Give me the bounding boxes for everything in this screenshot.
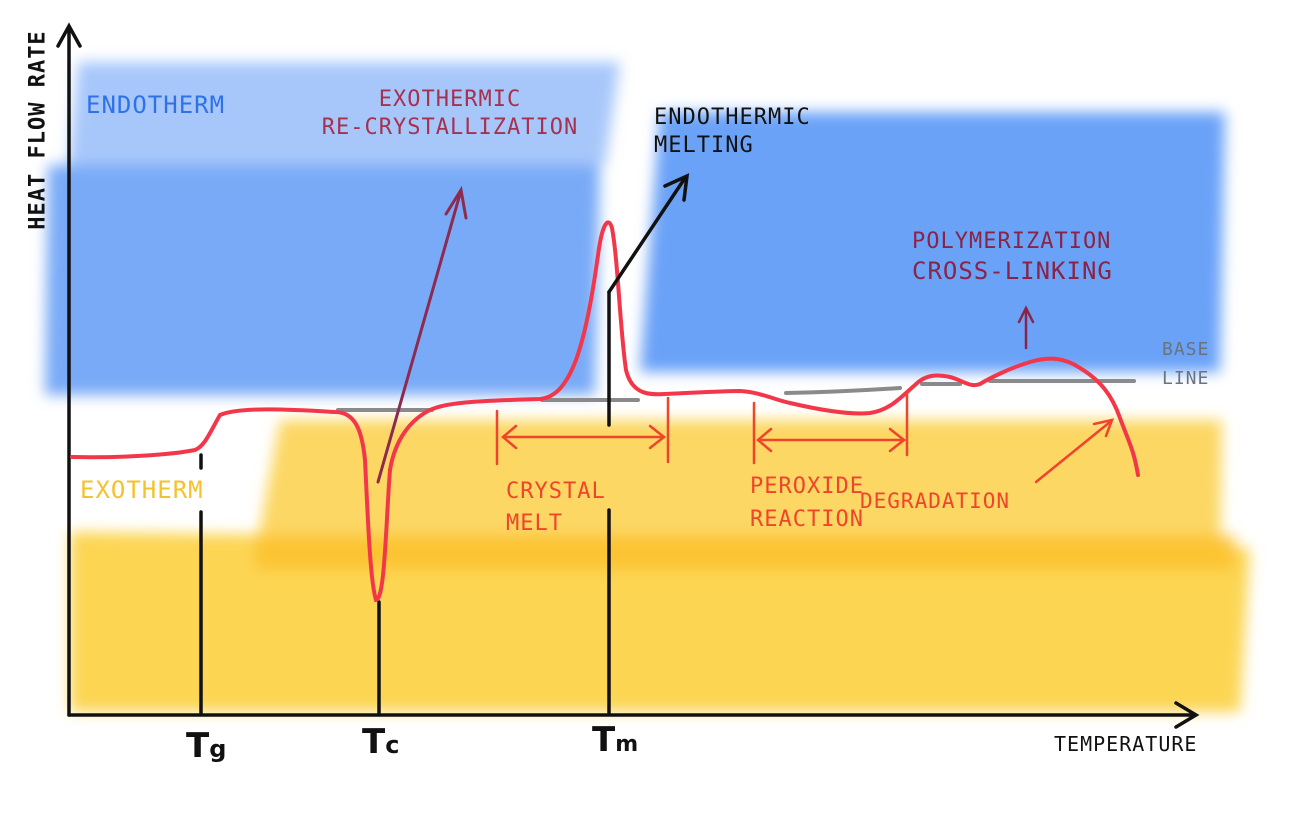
tick-tm-sub: m: [615, 732, 639, 757]
endotherm-label: ENDOTHERM: [86, 91, 226, 119]
tick-tg-main: T: [186, 726, 210, 766]
peroxide-line1: PEROXIDE: [750, 474, 864, 499]
crosslinking-line1: POLYMERIZATION: [912, 229, 1112, 254]
recrystallization-annotation: EXOTHERMIC RE-CRYSTALLIZATION: [300, 86, 600, 141]
crosslinking-line2: CROSS-LINKING: [912, 256, 1113, 285]
baseline-line2: LINE: [1162, 367, 1210, 389]
melting-line2: MELTING: [654, 132, 754, 158]
baseline-line1: BASE: [1162, 339, 1210, 360]
crosslinking-annotation: POLYMERIZATION CROSS-LINKING: [912, 228, 1113, 286]
exotherm-label: EXOTHERM: [80, 476, 204, 504]
degradation-arrow-icon: [1034, 418, 1114, 484]
y-axis-label: HEAT FLOW RATE: [25, 30, 51, 230]
tick-tc-main: T: [362, 722, 386, 762]
axes: [56, 22, 1200, 729]
crosslinking-arrow-icon: [1017, 305, 1035, 350]
exotherm-region: [70, 420, 1250, 712]
peroxide-reaction-range: [752, 391, 909, 465]
melting-line1: ENDOTHERMIC: [654, 105, 811, 130]
peroxide-line2: REACTION: [750, 507, 864, 532]
tick-tg-sub: g: [209, 735, 227, 763]
recrystallization-arrow-icon: [376, 185, 468, 484]
tick-label-tc: Tc: [362, 722, 399, 762]
tick-lines: [199, 290, 611, 715]
endotherm-region: [45, 62, 1225, 395]
crystal-melt-annotation: CRYSTAL MELT: [506, 476, 606, 540]
melting-annotation: ENDOTHERMIC MELTING: [654, 104, 811, 159]
melting-arrow-icon: [607, 173, 690, 294]
recrystallization-line1: EXOTHERMIC: [378, 87, 522, 112]
baseline-segments: [336, 379, 1136, 412]
crystal-melt-line2: MELT: [506, 510, 563, 536]
peroxide-annotation: PEROXIDE REACTION: [750, 470, 864, 536]
crystal-melt-range: [495, 396, 670, 466]
dsc-curve: [70, 220, 1140, 603]
recrystallization-line2: RE-CRYSTALLIZATION: [321, 114, 579, 140]
y-axis-arrow-icon: [56, 22, 82, 48]
tick-tc-sub: c: [385, 731, 400, 759]
x-axis-label: TEMPERATURE: [1054, 732, 1198, 756]
tick-label-tm: Tm: [592, 720, 638, 760]
x-axis-arrow-icon: [1174, 701, 1200, 729]
baseline-annotation: BASE LINE: [1162, 336, 1209, 394]
tick-label-tg: Tg: [186, 726, 226, 766]
crystal-melt-line1: CRYSTAL: [506, 479, 606, 504]
degradation-label: DEGRADATION: [860, 489, 1011, 513]
tick-tm-main: T: [592, 720, 616, 760]
